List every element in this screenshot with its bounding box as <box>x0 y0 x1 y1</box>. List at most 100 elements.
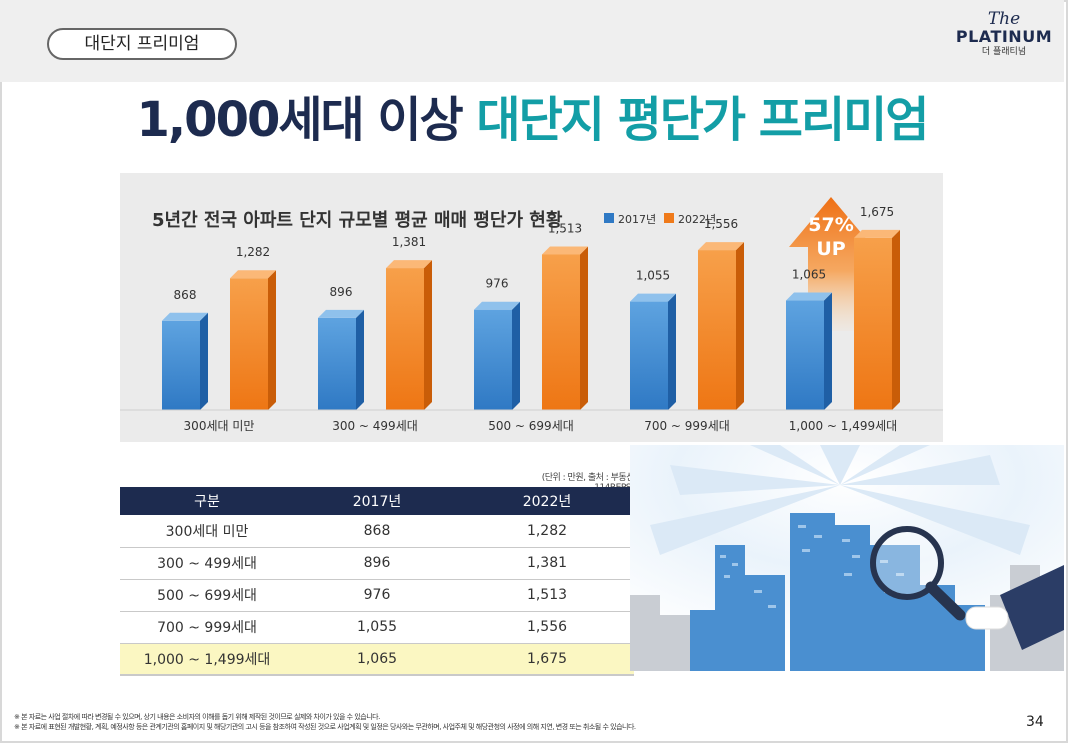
bar-chart: 5년간 전국 아파트 단지 규모별 평균 매매 평단가 현황 2017년 202… <box>120 197 943 433</box>
table-cell: 500 ~ 699세대 <box>120 579 294 612</box>
bar-front <box>386 268 424 410</box>
bar-side <box>356 309 364 410</box>
table-header-2017: 2017년 <box>294 487 460 515</box>
bar-side <box>424 260 432 410</box>
footnotes: ※ 본 자료는 사업 절차에 따라 변경될 수 있으며, 상기 내용은 소비자의… <box>14 712 914 732</box>
category-tick-label: 300 ~ 499세대 <box>332 419 418 433</box>
bar-value-label: 868 <box>174 288 197 302</box>
data-table: 구분 2017년 2022년 300세대 미만 868 1,282 300 ~ … <box>120 487 634 676</box>
bar-front <box>162 320 200 410</box>
bar-front <box>230 278 268 410</box>
bar-value-label: 1,513 <box>548 221 582 235</box>
bar-top <box>698 242 744 251</box>
bar-value-label: 1,065 <box>792 268 826 282</box>
category-labels: 300세대 미만 300 ~ 499세대 500 ~ 699세대 700 ~ 999세… <box>184 419 898 433</box>
table-cell: 868 <box>294 515 460 548</box>
table-row-highlighted: 1,000 ~ 1,499세대 1,065 1,675 <box>120 643 634 676</box>
bar-top <box>386 260 432 269</box>
chart-panel: 5년간 전국 아파트 단지 규모별 평균 매매 평단가 현황 2017년 202… <box>120 173 943 442</box>
bar-marks: 868 1,282 896 1,381 976 1,513 1,055 1,556 1,065 1… <box>162 205 900 410</box>
table-row: 300세대 미만 868 1,282 <box>120 515 634 548</box>
bar-front <box>854 237 892 410</box>
table-cell: 1,065 <box>294 643 460 676</box>
bar-2017-0 <box>162 312 208 410</box>
table-header-row: 구분 2017년 2022년 <box>120 487 634 515</box>
legend-swatch-2017 <box>604 213 614 223</box>
logo-name: PLATINUM <box>955 27 1053 46</box>
city-buildings <box>690 513 985 671</box>
bar-2017-3 <box>630 293 676 410</box>
table-cell: 1,675 <box>460 643 634 676</box>
hand-icon <box>965 565 1064 650</box>
page-title: 1,000세대 이상 대단지 평단가 프리미엄 <box>0 90 1064 150</box>
bar-top <box>230 270 276 279</box>
bar-2022-0 <box>230 270 276 410</box>
bar-side <box>824 292 832 410</box>
legend-label-2022: 2022년 <box>678 213 716 226</box>
category-tick-label: 500 ~ 699세대 <box>488 419 574 433</box>
category-tick-label: 1,000 ~ 1,499세대 <box>789 419 897 433</box>
category-tick-label: 700 ~ 999세대 <box>644 419 730 433</box>
bar-front <box>786 300 824 410</box>
bar-top <box>542 246 588 255</box>
bar-side <box>668 293 676 410</box>
bar-value-label: 976 <box>486 277 509 291</box>
annotation-pct: 57% <box>808 214 853 236</box>
table-cell: 1,000 ~ 1,499세대 <box>120 643 294 676</box>
bar-2022-2 <box>542 246 588 410</box>
bar-2017-1 <box>318 309 364 410</box>
bar-top <box>318 309 364 318</box>
bar-value-label: 1,055 <box>636 269 670 283</box>
bar-front <box>630 301 668 410</box>
table-cell: 976 <box>294 579 460 612</box>
bar-top <box>854 229 900 238</box>
bar-front <box>698 250 736 410</box>
bar-top <box>786 292 832 301</box>
title-part-1: 1,000세대 이상 <box>136 92 477 148</box>
city-magnifier-icon <box>630 445 1064 671</box>
table-cell: 1,556 <box>460 611 634 644</box>
sun-rays <box>650 445 1030 555</box>
annotation-word: UP <box>816 238 845 260</box>
table-row: 700 ~ 999세대 1,055 1,556 <box>120 611 634 644</box>
platinum-logo: The PLATINUM 더 플래티넘 <box>952 10 1056 68</box>
page-number: 34 <box>1026 714 1044 730</box>
bar-side <box>892 229 900 410</box>
table-cell: 1,513 <box>460 579 634 612</box>
bar-2017-2 <box>474 301 520 410</box>
bar-value-label: 1,282 <box>236 245 270 259</box>
table-cell: 1,055 <box>294 611 460 644</box>
bar-side <box>268 270 276 410</box>
bar-front <box>474 309 512 410</box>
bar-front <box>318 317 356 410</box>
bar-2022-1 <box>386 260 432 410</box>
bar-value-label: 896 <box>330 285 353 299</box>
legend-swatch-2022 <box>664 213 674 223</box>
table-header-2022: 2022년 <box>460 487 634 515</box>
bar-side <box>736 242 744 410</box>
table-cell: 1,282 <box>460 515 634 548</box>
bar-side <box>200 312 208 410</box>
logo-sub: 더 플래티넘 <box>981 47 1027 57</box>
table-header-category: 구분 <box>120 487 294 515</box>
bar-top <box>630 293 676 302</box>
bar-value-label: 1,556 <box>704 217 738 231</box>
category-tick-label: 300세대 미만 <box>184 419 255 433</box>
table-cell: 896 <box>294 547 460 580</box>
bar-top <box>162 312 208 321</box>
bar-value-label: 1,675 <box>860 205 894 219</box>
legend-label-2017: 2017년 <box>618 213 656 226</box>
footnote-1: ※ 본 자료는 사업 절차에 따라 변경될 수 있으며, 상기 내용은 소비자의… <box>14 713 380 721</box>
table-row: 500 ~ 699세대 976 1,513 <box>120 579 634 612</box>
title-part-2: 대단지 평단가 프리미엄 <box>476 92 929 148</box>
table-cell: 300세대 미만 <box>120 515 294 548</box>
footnote-2: ※ 본 자료에 표현된 개발현황, 계획, 예정사항 등은 관계기관의 홈페이지… <box>14 723 636 731</box>
bar-2022-3 <box>698 242 744 410</box>
table-row: 300 ~ 499세대 896 1,381 <box>120 547 634 580</box>
bar-2022-4 <box>854 229 900 410</box>
bar-side <box>580 246 588 410</box>
section-label: 대단지 프리미엄 <box>47 28 237 60</box>
bar-2017-4 <box>786 292 832 410</box>
table-cell: 1,381 <box>460 547 634 580</box>
header-bar: 대단지 프리미엄 The PLATINUM 더 플래티넘 <box>0 0 1064 82</box>
